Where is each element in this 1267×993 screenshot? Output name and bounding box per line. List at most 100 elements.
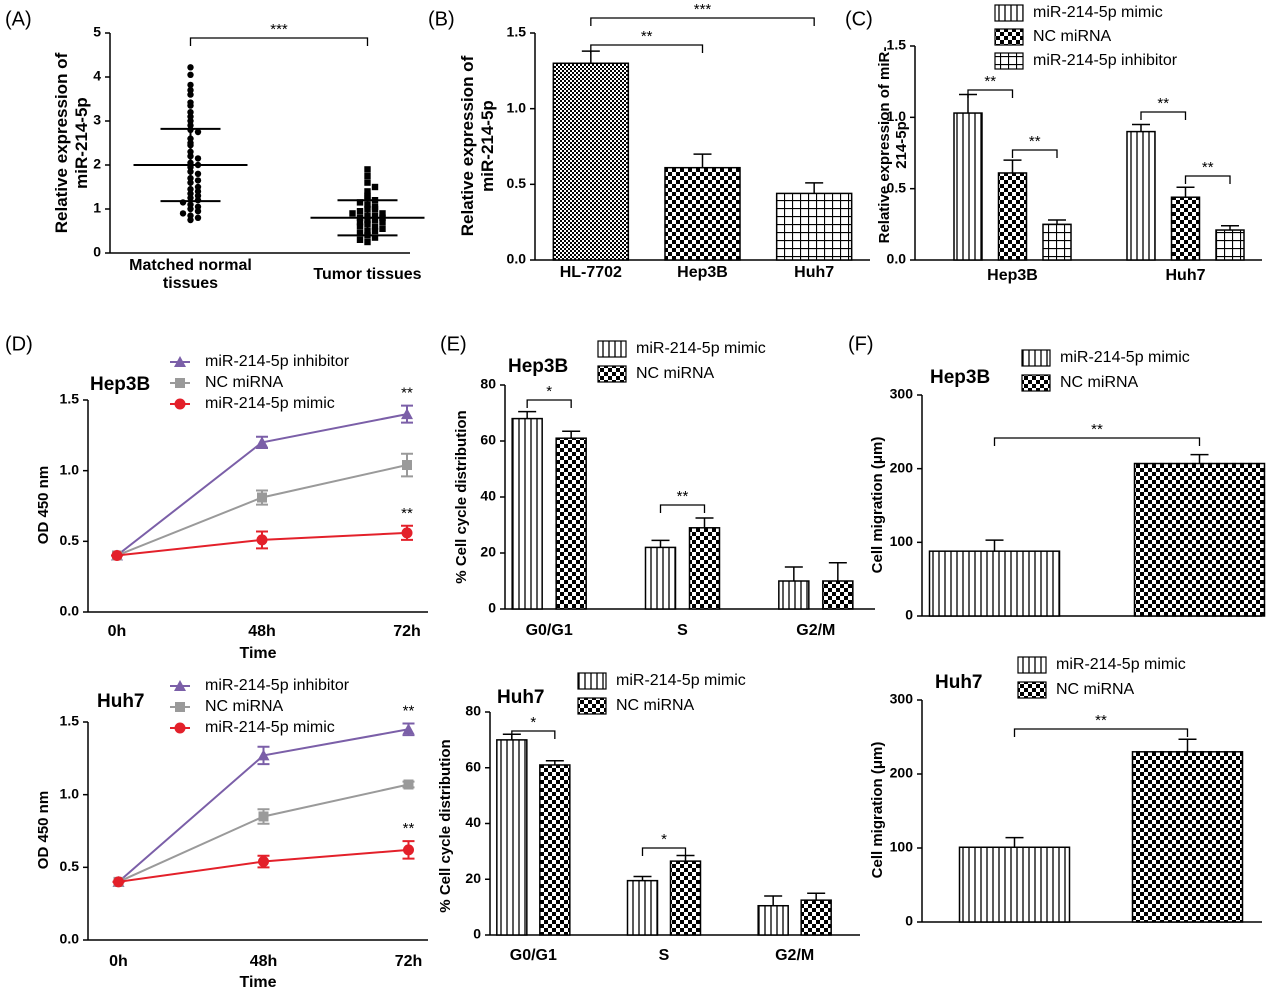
data-point	[194, 208, 202, 215]
data-point	[379, 210, 386, 217]
y-axis-label-box: % Cell cycle distribution	[453, 410, 471, 584]
data-point	[364, 179, 371, 186]
x-tick-label-box: 72h	[394, 952, 423, 970]
legend-marker	[174, 680, 186, 691]
data-point	[194, 214, 202, 221]
legend-label: NC miRNA	[616, 697, 695, 714]
data-point	[194, 177, 202, 184]
data-point	[379, 219, 386, 226]
data-point	[256, 436, 268, 448]
y-tick-label: 0	[488, 600, 496, 616]
legend-swatch	[577, 697, 607, 715]
x-tick-label-box: S	[677, 622, 688, 639]
y-tick-label: 200	[890, 459, 914, 475]
panel-label: (A)	[5, 8, 32, 30]
x-tick-label: G2/M	[775, 946, 815, 964]
legend-label: NC miRNA	[205, 374, 284, 391]
data-point	[364, 238, 371, 246]
y-tick-label: 1.0	[60, 785, 80, 801]
significance-label: **	[1202, 159, 1214, 176]
panel-label: (E)	[440, 333, 467, 355]
y-tick-label: 100	[890, 839, 914, 855]
bar	[1131, 751, 1244, 923]
bar	[552, 62, 630, 261]
y-axis-label-box: Relative expression of miR-214-5p	[876, 47, 910, 244]
data-point	[371, 216, 379, 224]
bar	[958, 846, 1071, 923]
data-point	[371, 183, 379, 191]
bar	[953, 112, 983, 261]
bar	[757, 904, 789, 936]
panel-label: (C)	[845, 8, 873, 30]
chart-title: Hep3B	[90, 374, 150, 395]
y-axis-label: OD 450 nm	[35, 465, 53, 545]
x-tick-label: 72h	[394, 952, 423, 970]
significance-bracket	[641, 847, 687, 856]
significance-bracket	[1140, 111, 1187, 120]
data-point	[371, 223, 379, 230]
significance-label: **	[1091, 421, 1103, 438]
legend-swatch	[1021, 349, 1051, 367]
data-point	[257, 749, 270, 761]
bar	[1133, 462, 1266, 617]
y-tick-label: 1.5	[60, 391, 80, 407]
legend-label: miR-214-5p mimic	[205, 395, 335, 412]
y-axis-label-box: OD 450 nm	[35, 791, 52, 869]
y-axis-label-box: Cell migration (μm)	[869, 437, 886, 574]
x-tick-label-box: 72h	[393, 623, 421, 640]
data-point	[187, 117, 194, 125]
legend-label: miR-214-5p inhibitor	[205, 677, 350, 694]
data-point	[403, 779, 414, 790]
significance-label: ***	[694, 1, 712, 18]
data-point	[179, 210, 187, 217]
significance-bracket	[590, 44, 704, 53]
data-point	[364, 166, 371, 173]
data-point	[187, 205, 194, 213]
y-axis-label: % Cell cycle distribution	[437, 739, 455, 913]
y-tick-label: 0.0	[507, 251, 527, 267]
x-tick-label: HL-7702	[559, 263, 622, 281]
x-axis-label: Time	[239, 973, 277, 991]
x-tick-label-box: 0h	[108, 623, 127, 640]
y-tick-label: 0	[473, 926, 481, 942]
y-tick-label: 0.5	[60, 858, 80, 874]
data-point	[356, 199, 364, 206]
legend-label: miR-214-5p mimic	[1060, 349, 1190, 366]
significance-bracket	[1011, 149, 1058, 158]
chart-title: Huh7	[97, 691, 145, 712]
legend-label: miR-214-5p mimic	[1056, 656, 1186, 673]
legend-swatch	[1021, 374, 1051, 392]
significance-label: *	[530, 714, 536, 731]
significance-label: **	[403, 820, 415, 837]
data-point	[258, 811, 269, 822]
data-point	[187, 122, 194, 129]
x-tick-label: 0h	[109, 952, 128, 970]
bar	[626, 879, 659, 936]
legend-label: NC miRNA	[1056, 681, 1135, 698]
data-point	[113, 876, 124, 888]
y-axis-label-box: % Cell cycle distribution	[437, 739, 455, 913]
legend-label: NC miRNA	[1060, 374, 1139, 391]
y-tick-label: 20	[465, 870, 481, 886]
significance-bracket	[511, 730, 556, 739]
y-tick-label: 0.0	[60, 931, 80, 947]
legend-marker	[174, 356, 186, 367]
data-point	[356, 219, 364, 226]
data-point	[356, 230, 364, 237]
significance-label: **	[1157, 95, 1169, 112]
bar	[778, 580, 810, 610]
x-tick-label-box: HL-7702	[559, 263, 622, 281]
y-tick-label: 0.0	[60, 603, 80, 619]
legend-label: miR-214-5p mimic	[636, 340, 766, 357]
legend-swatch	[577, 672, 607, 690]
legend-swatch	[597, 340, 627, 358]
x-tick-label: Hep3B	[987, 266, 1038, 284]
y-axis-label: Cell migration (μm)	[869, 741, 887, 879]
y-axis-label: % Cell cycle distribution	[453, 410, 471, 584]
bar	[669, 860, 702, 936]
y-tick-label: 300	[890, 386, 914, 402]
x-tick-label-box: G0/G1	[526, 622, 573, 639]
x-tick-label: Hep3B	[677, 263, 728, 281]
x-tick-label: Huh7	[1165, 266, 1206, 284]
x-tick-label: S	[658, 946, 670, 964]
